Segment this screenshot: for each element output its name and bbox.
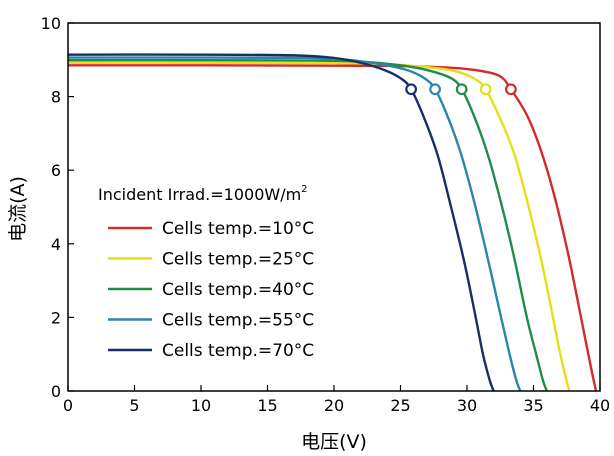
x-tick-label: 5 — [129, 396, 139, 415]
mpp-marker-3 — [455, 83, 468, 96]
curves-layer — [67, 53, 598, 392]
x-tick-label: 25 — [390, 396, 410, 415]
mpp-markers-layer — [405, 83, 517, 96]
legend-label-4: Cells temp.=55°C — [162, 311, 314, 331]
y-tick-label: 8 — [51, 88, 61, 107]
legend-items: Cells temp.=10°C Cells temp.=25°C Cells te… — [108, 219, 314, 361]
legend-label-2: Cells temp.=25°C — [162, 250, 314, 270]
x-tick-label: 35 — [523, 396, 543, 415]
mpp-marker-4 — [429, 83, 441, 96]
y-tick-label: 10 — [41, 14, 61, 33]
y-tick-label: 4 — [51, 235, 61, 254]
legend-label-1: Cells temp.=10°C — [162, 219, 314, 239]
mpp-marker-5 — [405, 83, 418, 96]
x-tick-label: 20 — [324, 396, 344, 415]
axis-ticks-layer — [67, 22, 601, 392]
x-tick-label: 0 — [63, 396, 73, 415]
y-axis-title: 电流(A) — [7, 176, 29, 242]
y-tick-label: 2 — [51, 308, 61, 327]
y-tick-label: 6 — [51, 161, 61, 180]
plot-area-frame — [67, 22, 601, 392]
mpp-marker-2 — [479, 83, 492, 96]
x-tick-label: 10 — [191, 396, 211, 415]
tick-labels-layer: 0 5 10 15 20 25 30 35 40 0 2 4 6 8 10 — [41, 14, 611, 415]
legend: Incident Irrad.=1000W/m2 Cells temp.=10°… — [98, 184, 314, 361]
mpp-marker-1 — [504, 83, 517, 96]
legend-title: Incident Irrad.=1000W/m2 — [98, 184, 308, 204]
x-axis-title: 电压(V) — [301, 431, 367, 453]
legend-label-5: Cells temp.=70°C — [162, 341, 314, 361]
legend-title-sup: 2 — [301, 184, 307, 195]
x-tick-label: 40 — [590, 396, 610, 415]
legend-title-main: Incident Irrad.=1000W/m — [98, 185, 301, 204]
y-tick-label: 0 — [51, 382, 61, 401]
x-tick-label: 15 — [257, 396, 277, 415]
x-tick-label: 30 — [457, 396, 477, 415]
legend-label-3: Cells temp.=40°C — [162, 280, 314, 300]
